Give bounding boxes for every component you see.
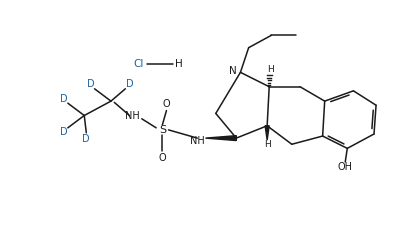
Text: H: H [264,140,270,149]
Polygon shape [206,136,236,141]
Text: D: D [126,79,133,89]
Text: Cl: Cl [133,59,144,69]
Text: D: D [83,134,90,144]
Text: D: D [60,94,67,104]
Text: NH: NH [125,110,140,121]
Text: OH: OH [338,162,353,172]
Text: D: D [60,127,67,137]
Text: D: D [87,79,94,89]
Text: N: N [229,66,237,76]
Text: NH: NH [190,136,205,146]
Text: H: H [175,59,182,69]
Text: O: O [159,153,166,163]
Text: S: S [159,125,166,135]
Text: H: H [267,65,274,74]
Polygon shape [265,126,269,140]
Text: O: O [163,99,170,109]
